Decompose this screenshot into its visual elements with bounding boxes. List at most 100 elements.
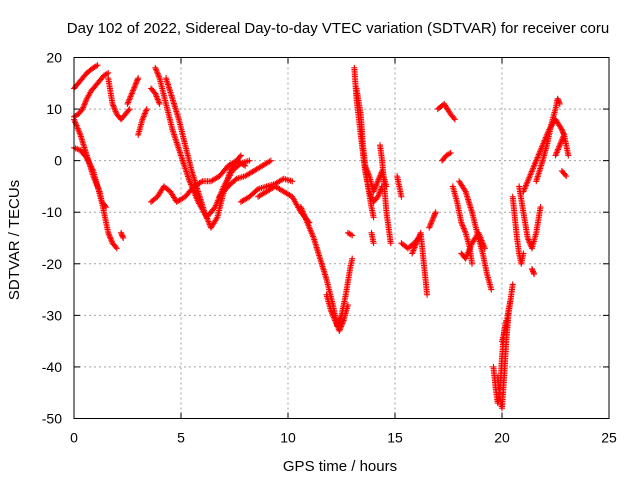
y-tick-label: -20 — [42, 256, 62, 272]
data-point — [83, 155, 90, 162]
series-arc23 — [394, 173, 405, 200]
series-arc2 — [71, 69, 112, 120]
data-point — [88, 163, 95, 170]
data-point — [556, 100, 563, 107]
series-arc5 — [105, 75, 133, 123]
data-point — [197, 179, 204, 186]
data-point — [246, 157, 253, 164]
data-point — [125, 107, 132, 114]
series-arc6 — [124, 75, 142, 107]
series-arc40 — [558, 167, 570, 180]
data-point — [488, 286, 495, 293]
series-arc3 — [71, 116, 120, 252]
x-tick-label: 10 — [280, 430, 296, 446]
data-point — [85, 159, 92, 166]
data-point — [103, 70, 110, 77]
y-tick-label: -40 — [42, 359, 62, 375]
series-arc22 — [377, 142, 394, 247]
series-arc1 — [71, 62, 101, 92]
series-arc35 — [509, 193, 527, 267]
data-point — [509, 281, 516, 288]
series-arc12 — [216, 157, 274, 200]
series-arc26 — [426, 209, 439, 231]
series-arc33 — [494, 281, 516, 412]
data-point — [370, 240, 377, 247]
data-point — [112, 244, 119, 251]
data-point — [450, 115, 457, 122]
data-point — [481, 245, 488, 252]
data-points — [71, 62, 572, 412]
data-point — [387, 240, 394, 247]
x-tick-label: 20 — [494, 430, 510, 446]
x-tick-label: 25 — [601, 430, 617, 446]
y-tick-label: 0 — [54, 153, 62, 169]
data-point — [236, 153, 243, 160]
data-point — [266, 158, 273, 165]
series-arc28 — [439, 149, 454, 164]
y-axis-title: SDTVAR / TECUs — [6, 180, 23, 300]
y-tick-label: -10 — [42, 204, 62, 220]
data-point — [237, 152, 244, 159]
series-arc4 — [71, 144, 110, 211]
data-point — [565, 152, 572, 159]
data-point — [349, 232, 356, 239]
data-point — [370, 214, 377, 221]
y-tick-label: 10 — [46, 101, 62, 117]
data-point — [87, 162, 94, 169]
data-point — [537, 204, 544, 211]
data-point — [446, 150, 453, 157]
data-point — [88, 165, 95, 172]
data-point — [240, 161, 247, 168]
series-arc8 — [148, 85, 163, 107]
data-point — [469, 260, 476, 267]
data-point — [289, 178, 296, 185]
series-arc7 — [135, 106, 150, 138]
plot-frame — [73, 57, 610, 419]
data-point — [520, 250, 527, 257]
data-point — [451, 116, 458, 123]
series-arc13 — [237, 175, 296, 205]
data-point — [126, 106, 133, 113]
series-arc16 — [323, 291, 351, 334]
data-point — [242, 162, 249, 169]
y-tick-label: -50 — [42, 411, 62, 427]
series-arc36 — [516, 183, 544, 252]
data-point — [89, 166, 96, 173]
series-arc38 — [533, 95, 563, 185]
data-point — [103, 204, 110, 211]
data-point — [531, 271, 538, 278]
data-point — [424, 291, 431, 298]
data-point — [135, 75, 142, 82]
data-point — [563, 173, 570, 180]
data-point — [562, 171, 569, 178]
series-arc25 — [409, 229, 431, 298]
series-arc27 — [434, 100, 458, 123]
data-point — [86, 160, 93, 167]
data-point — [113, 245, 120, 252]
data-point — [398, 193, 405, 200]
y-tick-label: -30 — [42, 307, 62, 323]
series-arc41 — [528, 265, 538, 278]
data-point — [120, 235, 127, 241]
series-arc30 — [456, 178, 495, 293]
x-axis-title: GPS time / hours — [283, 458, 397, 475]
data-point — [84, 156, 91, 163]
series-arc21 — [368, 229, 377, 247]
series-arc17 — [344, 229, 356, 239]
series-arc19 — [353, 85, 377, 221]
series-arc10 — [163, 75, 244, 231]
data-point — [349, 255, 356, 262]
series-arc31 — [458, 229, 488, 262]
x-tick-label: 15 — [387, 430, 403, 446]
data-point — [432, 209, 439, 216]
series-arc34 — [499, 296, 514, 345]
data-point — [105, 69, 112, 76]
y-tick-label: 20 — [46, 50, 62, 66]
data-point — [143, 106, 150, 113]
series-arc11 — [148, 157, 249, 205]
data-point — [344, 302, 351, 309]
data-point — [267, 157, 274, 164]
axes: 0 5 10 15 20 25 20 10 0 -10 -20 -30 -40 -50 — [42, 50, 617, 446]
data-point — [102, 202, 109, 209]
